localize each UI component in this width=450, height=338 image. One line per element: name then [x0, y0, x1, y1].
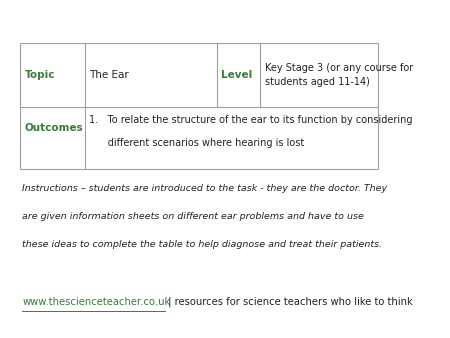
Text: | resources for science teachers who like to think: | resources for science teachers who lik…: [165, 297, 412, 308]
Text: these ideas to complete the table to help diagnose and treat their patients.: these ideas to complete the table to hel…: [22, 240, 382, 249]
Bar: [20, 43, 378, 169]
Text: different scenarios where hearing is lost: different scenarios where hearing is los…: [90, 138, 305, 148]
Text: Level: Level: [221, 70, 252, 80]
Text: Instructions – students are introduced to the task - they are the doctor. They: Instructions – students are introduced t…: [22, 184, 387, 193]
Text: The Ear: The Ear: [90, 70, 129, 80]
Text: Key Stage 3 (or any course for
students aged 11-14): Key Stage 3 (or any course for students …: [265, 63, 413, 87]
Text: are given information sheets on different ear problems and have to use: are given information sheets on differen…: [22, 212, 364, 221]
Text: 1.   To relate the structure of the ear to its function by considering: 1. To relate the structure of the ear to…: [90, 115, 413, 125]
Text: Outcomes: Outcomes: [24, 123, 83, 133]
Text: www.thescienceteacher.co.uk: www.thescienceteacher.co.uk: [22, 297, 171, 307]
Text: Topic: Topic: [24, 70, 55, 80]
